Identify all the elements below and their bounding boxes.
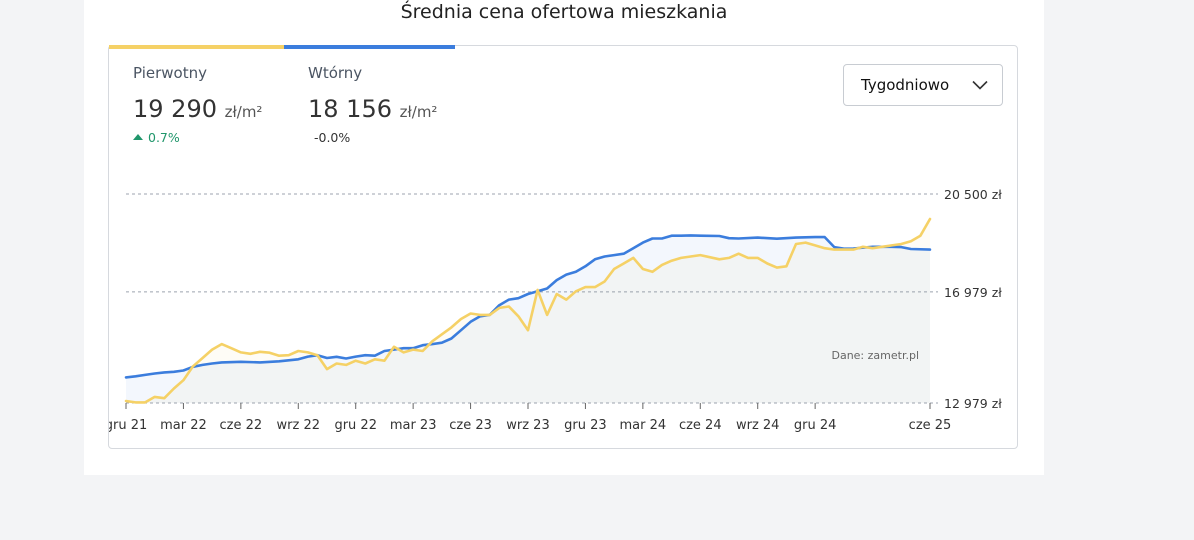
series-value-unit: zł/m² xyxy=(224,103,263,121)
series-name: Pierwotny xyxy=(133,64,207,82)
series-value-unit: zł/m² xyxy=(399,103,438,121)
chevron-down-icon xyxy=(972,77,988,97)
series-area xyxy=(126,235,930,403)
x-tick-label: cze 25 xyxy=(909,418,952,433)
x-tick-label: mar 22 xyxy=(160,418,207,433)
x-tick-label: cze 23 xyxy=(449,418,492,433)
series-summary-secondary[interactable]: Wtórny 18 156 zł/m² -0.0% xyxy=(308,64,437,145)
series-value: 19 290 zł/m² xyxy=(133,95,262,123)
x-tick-label: mar 23 xyxy=(390,418,437,433)
series-value-number: 19 290 xyxy=(133,95,217,123)
x-tick-label: gru 21 xyxy=(109,418,147,433)
series-value: 18 156 zł/m² xyxy=(308,95,437,123)
x-tick-label: cze 24 xyxy=(679,418,722,433)
x-tick-label: gru 22 xyxy=(334,418,377,433)
data-source-label: Dane: zametr.pl xyxy=(831,349,919,362)
interval-dropdown-label: Tygodniowo xyxy=(861,76,950,94)
series-value-number: 18 156 xyxy=(308,95,392,123)
series-summary-primary[interactable]: Pierwotny 19 290 zł/m² 0.7% xyxy=(133,64,262,145)
y-tick-label: 12 979 zł xyxy=(944,396,1002,411)
line-chart: 20 500 zł 16 979 zł 12 979 zł gru 21 mar 22 c… xyxy=(109,187,1002,433)
x-tick-label: mar 24 xyxy=(620,418,667,433)
x-tick-label: wrz 24 xyxy=(736,418,779,433)
series-tab-primary-indicator[interactable] xyxy=(109,45,284,49)
series-change-value: -0.0% xyxy=(314,130,351,145)
series-line xyxy=(124,234,932,379)
series-tab-secondary-indicator[interactable] xyxy=(284,45,455,49)
card: Średnia cena ofertowa mieszkania Pierwot… xyxy=(84,0,1044,475)
chart-panel: Pierwotny 19 290 zł/m² 0.7% Wtórny 18 15… xyxy=(108,45,1018,449)
arrow-up-icon xyxy=(133,134,143,140)
series-line xyxy=(124,217,932,404)
series-name: Wtórny xyxy=(308,64,363,82)
y-tick-label: 16 979 zł xyxy=(944,285,1002,300)
series-area xyxy=(126,219,930,403)
series-change: 0.7% xyxy=(133,130,262,145)
interval-dropdown[interactable]: Tygodniowo xyxy=(843,64,1003,106)
x-tick-label: gru 23 xyxy=(564,418,607,433)
series-change-value: 0.7% xyxy=(148,130,180,145)
x-tick-label: wrz 23 xyxy=(506,418,549,433)
x-tick-label: cze 22 xyxy=(220,418,263,433)
chart-title: Średnia cena ofertowa mieszkania xyxy=(400,1,728,23)
y-tick-label: 20 500 zł xyxy=(944,187,1002,202)
x-tick-label: gru 24 xyxy=(794,418,837,433)
x-tick-label: wrz 22 xyxy=(277,418,320,433)
series-change: -0.0% xyxy=(308,130,437,145)
